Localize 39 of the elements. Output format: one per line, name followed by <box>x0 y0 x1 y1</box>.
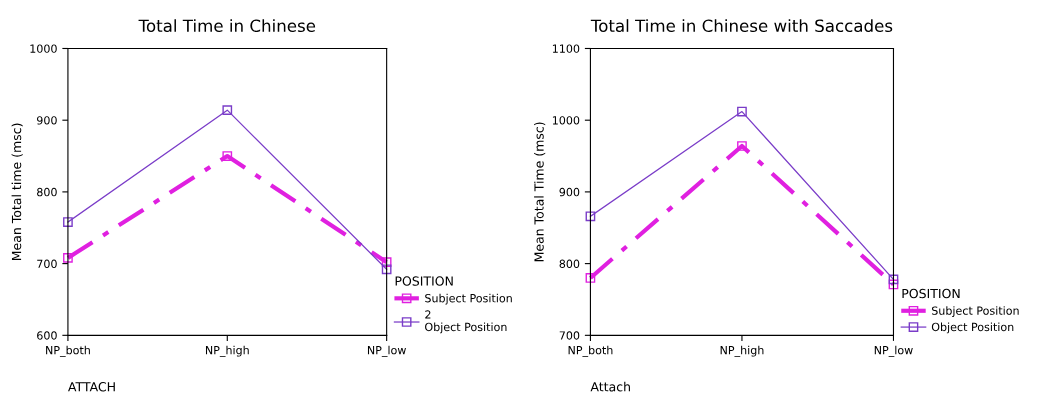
chart-title: Total Time in Chinese with Saccades <box>590 19 893 33</box>
y-tick-label: 1100 <box>552 44 580 53</box>
point <box>585 273 596 283</box>
y-tick-label: 900 <box>559 187 580 197</box>
y-axis-title: Mean Total Time (msc) <box>534 122 546 262</box>
point <box>585 211 596 222</box>
point <box>222 151 233 161</box>
point <box>737 141 747 151</box>
legend-label: 2 Object Position <box>425 310 507 334</box>
point <box>888 279 899 290</box>
legend-title: POSITION <box>395 276 453 286</box>
y-tick-label: 1000 <box>30 44 57 53</box>
x-tick-label: NP_high <box>205 345 249 357</box>
legend-label: Subject Position <box>425 293 512 305</box>
chart-title: Total Time in Chinese <box>138 19 316 33</box>
point <box>63 253 73 263</box>
point <box>888 274 899 285</box>
x-tick-label: NP_low <box>874 345 913 357</box>
point <box>737 106 747 117</box>
x-tick-label: NP_both <box>46 345 90 357</box>
x-axis-title: Attach <box>590 381 630 392</box>
legend-title: POSITION <box>902 288 960 299</box>
y-tick-label: 900 <box>37 116 57 125</box>
x-axis-title: ATTACH <box>68 382 115 392</box>
point <box>63 217 73 227</box>
y-tick-label: 1000 <box>552 116 580 125</box>
point <box>381 264 392 275</box>
y-tick-label: 800 <box>37 187 57 197</box>
x-tick-label: NP_both <box>568 345 613 357</box>
y-tick-label: 800 <box>559 259 580 268</box>
y-tick-label: 600 <box>37 331 57 340</box>
legend-label: Subject Position <box>931 306 1019 317</box>
legend-label: Object Position <box>931 322 1014 334</box>
y-tick-label: 700 <box>559 331 580 340</box>
point <box>222 105 233 116</box>
y-tick-label: 700 <box>37 259 57 268</box>
x-tick-label: NP_low <box>367 345 406 357</box>
y-axis-title: Mean Total time (msc) <box>11 123 23 261</box>
x-tick-label: NP_high <box>720 345 764 357</box>
